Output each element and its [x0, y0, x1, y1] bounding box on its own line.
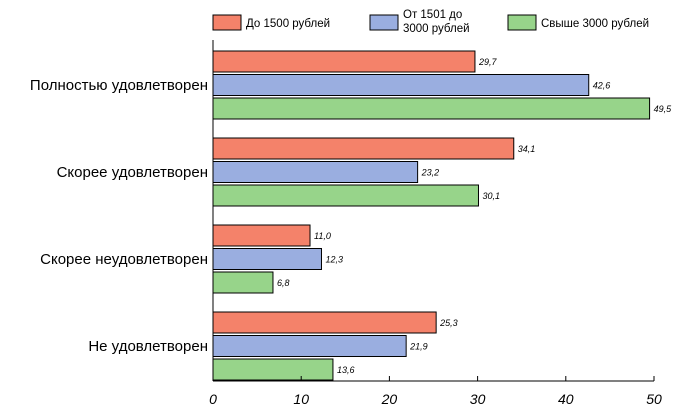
legend-label: Свыше 3000 рублей [541, 18, 649, 30]
x-tick-label: 50 [646, 391, 662, 407]
bar [212, 97, 651, 120]
x-tick-label: 40 [558, 391, 574, 407]
bar [212, 137, 515, 160]
x-tick-label: 10 [293, 391, 309, 407]
bar [212, 224, 311, 247]
legend-label: До 1500 рублей [246, 18, 330, 30]
category-label: Не удовлетворен [88, 338, 208, 355]
value-label: 23,2 [421, 168, 440, 178]
x-axis: 0 10 20 30 40 50 [209, 40, 662, 407]
value-label: 25,3 [439, 318, 458, 328]
category-label: Скорее удовлетворен [57, 164, 208, 181]
value-label: 49,5 [654, 104, 673, 114]
legend-swatch [369, 14, 399, 31]
category-label: Скорее неудовлетворен [40, 251, 208, 268]
bar [212, 335, 407, 357]
bar [212, 161, 419, 183]
value-label: 11,0 [314, 231, 331, 241]
x-tick-label: 30 [470, 391, 486, 407]
legend-label: От 1501 до 3000 рублей [403, 9, 470, 35]
bar [212, 248, 322, 270]
bar [212, 271, 274, 294]
value-label: 29,7 [478, 57, 498, 67]
bar [212, 50, 476, 73]
value-label: 34,1 [518, 144, 536, 154]
value-label: 12,3 [325, 255, 343, 265]
value-label: 6,8 [277, 278, 290, 288]
value-label: 21,9 [409, 342, 428, 352]
value-label: 30,1 [482, 191, 500, 201]
bar [212, 184, 479, 207]
value-label: 13,6 [337, 365, 355, 375]
category-label: Полностью удовлетворен [30, 77, 208, 94]
bar [212, 311, 437, 334]
bar [212, 358, 334, 381]
bars: 29,7 42,6 49,5 Полностью удовлетворен 34,1 23… [30, 50, 673, 381]
x-tick-label: 0 [209, 391, 217, 407]
x-tick-label: 20 [381, 391, 398, 407]
legend-swatch [212, 14, 242, 31]
legend: До 1500 рублей От 1501 до 3000 рублей Свыше… [212, 9, 649, 35]
bar [212, 74, 590, 96]
legend-swatch [507, 14, 537, 31]
value-label: 42,6 [593, 81, 611, 91]
